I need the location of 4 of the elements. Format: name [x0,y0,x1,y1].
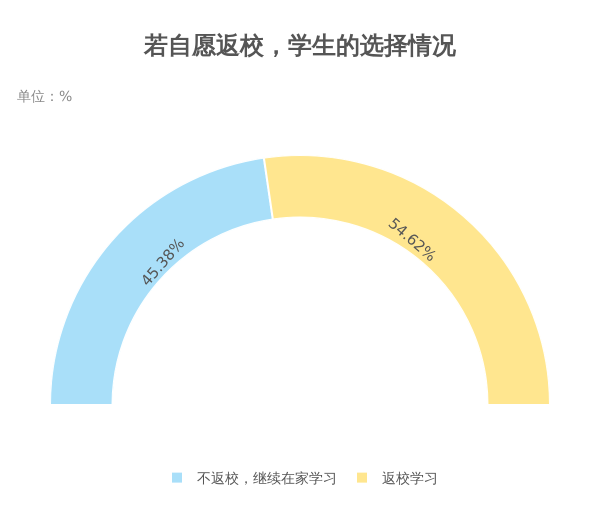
chart-title: 若自愿返校，学生的选择情况 [143,31,457,60]
legend-label: 返校学习 [382,471,438,488]
chart-subtitle: 单位：% [17,89,72,105]
legend-label: 不返校，继续在家学习 [197,471,337,488]
